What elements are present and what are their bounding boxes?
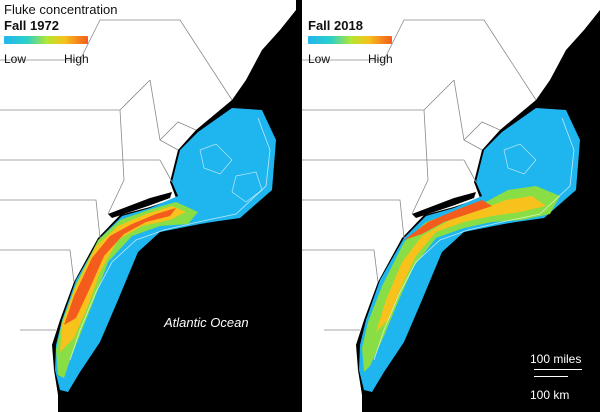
long-island [412,192,476,218]
chart-title: Fluke concentration [4,2,118,17]
panel-edge [296,0,302,412]
concentration-high [404,200,492,240]
legend-high: High [64,52,89,66]
map-1972 [0,0,296,412]
legend-gradient [308,36,392,44]
concentration-warm [376,196,546,332]
period-label: Fall 1972 [4,18,59,33]
state-borders [0,19,233,331]
legend-low: Low [308,52,331,66]
shelf-blue [359,108,580,392]
map-panel-1972: Fluke concentration Fall 1972 Low High A… [0,0,296,412]
map-2018 [296,0,600,412]
shelf-blue [55,108,276,392]
scale-km-bar [534,376,568,377]
legend-low: Low [4,52,27,66]
scale-km-label: 100 km [530,388,570,402]
period-label: Fall 2018 [308,18,363,33]
long-island [108,192,172,218]
map-panel-2018: Fall 2018 Low High 100 miles 100 km [296,0,600,412]
state-borders [302,19,537,331]
ocean-label: Atlantic Ocean [164,315,249,330]
legend-gradient [4,36,88,44]
legend-high: High [368,52,393,66]
scale-miles-label: 100 miles [530,352,582,366]
concentration-high [64,208,176,325]
scale-miles-bar [534,369,582,370]
